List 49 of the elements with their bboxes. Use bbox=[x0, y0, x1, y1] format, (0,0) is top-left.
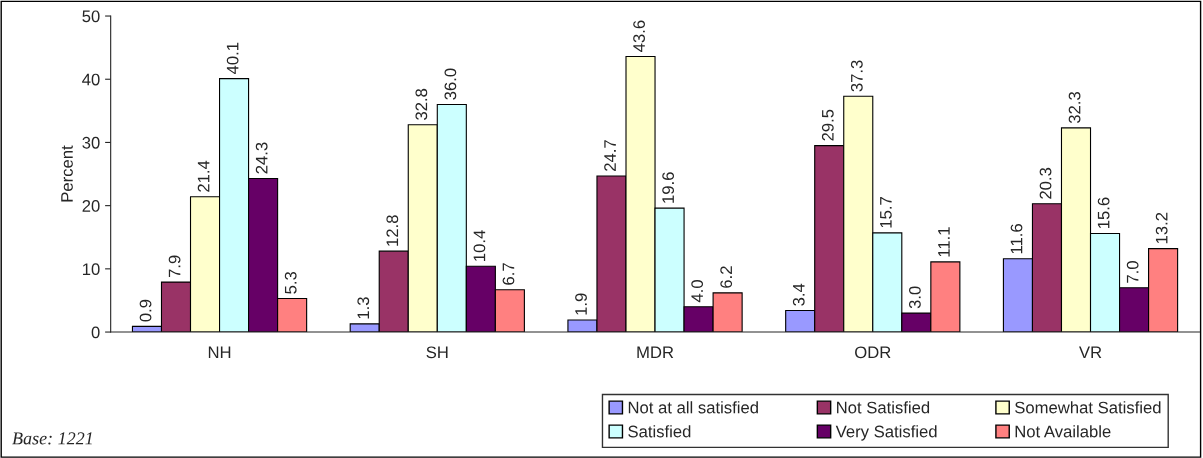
data-label: 1.3 bbox=[357, 297, 370, 319]
data-label: 43.6 bbox=[633, 20, 645, 52]
data-label: 10.4 bbox=[473, 230, 486, 261]
legend-label: Not at all satisfied bbox=[628, 401, 758, 414]
data-label: 19.6 bbox=[662, 172, 675, 203]
y-axis-title: Percent bbox=[61, 145, 73, 202]
data-label: 24.3 bbox=[255, 142, 268, 174]
data-label: 15.7 bbox=[880, 197, 892, 228]
y-tick-label: 20 bbox=[82, 200, 100, 212]
data-label: 12.8 bbox=[386, 215, 399, 246]
data-label: 21.4 bbox=[197, 160, 210, 192]
data-label: 6.2 bbox=[720, 266, 733, 288]
data-label: 6.7 bbox=[502, 263, 515, 285]
legend-label: Very Satisfied bbox=[835, 425, 937, 441]
data-label: 0.9 bbox=[139, 299, 152, 322]
data-label: 7.9 bbox=[168, 255, 181, 278]
x-tick-label: NH bbox=[208, 346, 231, 359]
text: Base: 1221 bbox=[12, 432, 92, 445]
data-label: 3.4 bbox=[792, 283, 805, 306]
data-label: 15.6 bbox=[1097, 197, 1110, 229]
x-tick-label: VR bbox=[1079, 346, 1102, 359]
legend-label: Satisfied bbox=[628, 425, 691, 438]
x-tick-label: MDR bbox=[637, 346, 674, 359]
data-label: 36.0 bbox=[444, 68, 457, 100]
data-label: 29.5 bbox=[821, 109, 834, 141]
legend-label: Not Available bbox=[1015, 425, 1111, 438]
data-label: 37.3 bbox=[850, 60, 863, 92]
data-label: 5.3 bbox=[284, 271, 297, 294]
y-tick-label: 40 bbox=[82, 73, 100, 86]
data-label: 24.7 bbox=[604, 140, 616, 171]
legend-label: Somewhat Satisfied bbox=[1015, 401, 1161, 414]
data-label: 7.0 bbox=[1126, 261, 1139, 283]
data-label: 40.1 bbox=[226, 42, 239, 75]
data-label: 4.0 bbox=[691, 280, 704, 303]
y-tick-label: 50 bbox=[82, 10, 100, 23]
data-label: 11.6 bbox=[1010, 224, 1023, 254]
data-label: 32.8 bbox=[415, 88, 428, 120]
data-label: 11.1 bbox=[938, 227, 950, 257]
data-label: 13.2 bbox=[1155, 212, 1168, 244]
data-label: 32.3 bbox=[1068, 92, 1081, 124]
legend-label: Not Satisfied bbox=[837, 401, 930, 414]
y-tick-label: 0 bbox=[91, 326, 100, 339]
data-label: 3.0 bbox=[909, 286, 921, 309]
data-label: 1.9 bbox=[575, 293, 587, 315]
y-tick-label: 30 bbox=[82, 136, 100, 149]
data-label: 20.3 bbox=[1039, 167, 1052, 199]
x-tick-label: ODR bbox=[855, 346, 891, 359]
y-tick-label: 10 bbox=[82, 263, 100, 276]
x-tick-label: SH bbox=[426, 346, 448, 359]
